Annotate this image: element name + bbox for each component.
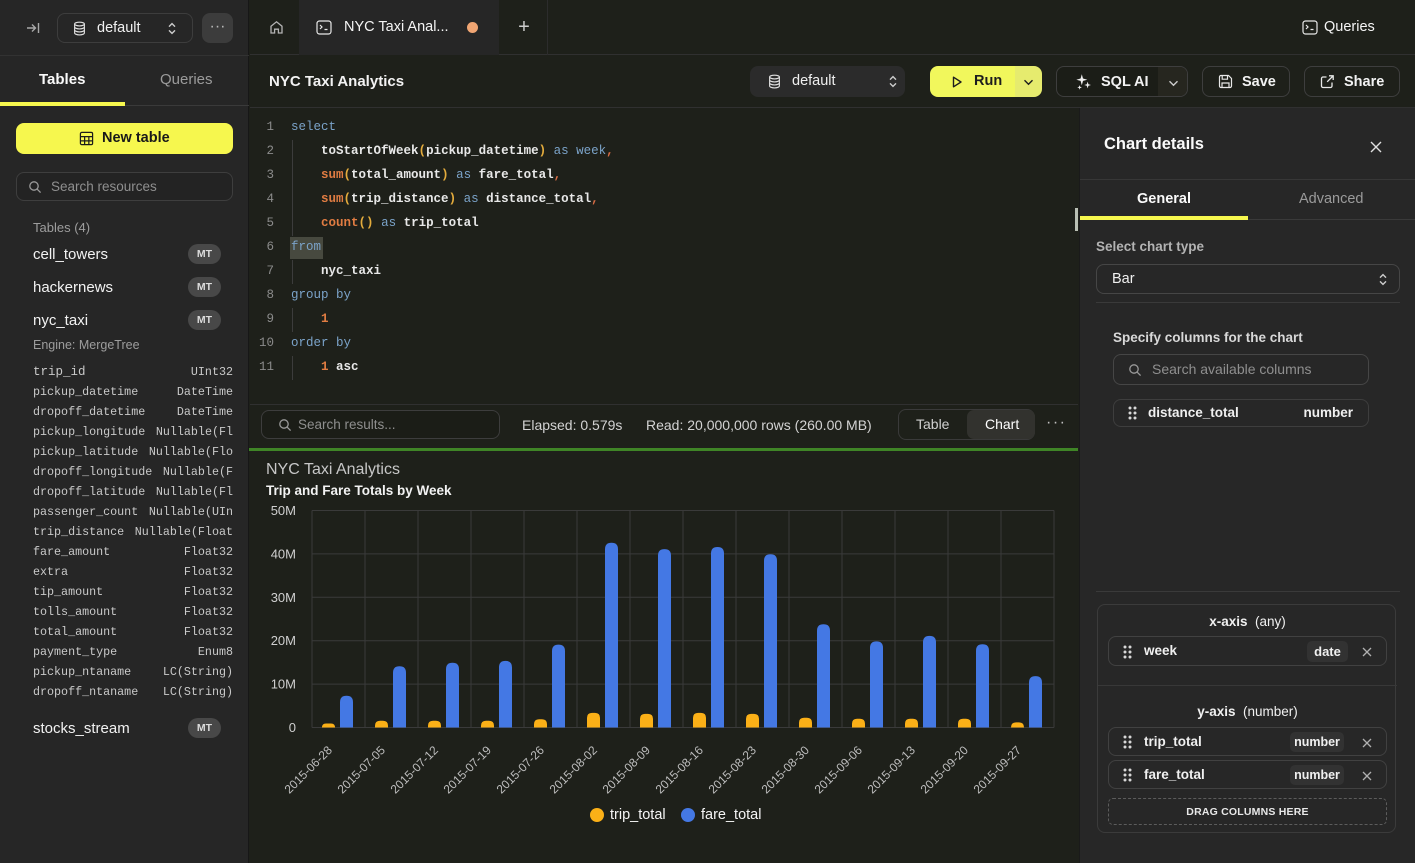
- svg-text:2015-09-06: 2015-09-06: [812, 743, 866, 797]
- svg-text:2015-07-05: 2015-07-05: [335, 743, 389, 797]
- svg-text:30M: 30M: [271, 590, 296, 605]
- svg-text:2015-07-12: 2015-07-12: [388, 743, 442, 797]
- svg-text:2015-08-09: 2015-08-09: [600, 743, 654, 797]
- svg-text:10M: 10M: [271, 677, 296, 692]
- svg-text:2015-06-28: 2015-06-28: [282, 743, 336, 797]
- svg-text:50M: 50M: [271, 503, 296, 518]
- svg-text:2015-08-16: 2015-08-16: [653, 743, 707, 797]
- svg-text:2015-07-26: 2015-07-26: [494, 743, 548, 797]
- svg-text:40M: 40M: [271, 546, 296, 561]
- svg-text:2015-09-20: 2015-09-20: [918, 743, 972, 797]
- svg-text:2015-08-23: 2015-08-23: [706, 743, 760, 797]
- svg-text:0: 0: [289, 720, 296, 735]
- svg-text:2015-09-13: 2015-09-13: [865, 743, 919, 797]
- svg-text:2015-07-19: 2015-07-19: [441, 743, 495, 797]
- svg-text:20M: 20M: [271, 633, 296, 648]
- svg-text:2015-08-30: 2015-08-30: [759, 743, 813, 797]
- svg-text:2015-08-02: 2015-08-02: [547, 743, 601, 797]
- svg-text:2015-09-27: 2015-09-27: [971, 743, 1025, 797]
